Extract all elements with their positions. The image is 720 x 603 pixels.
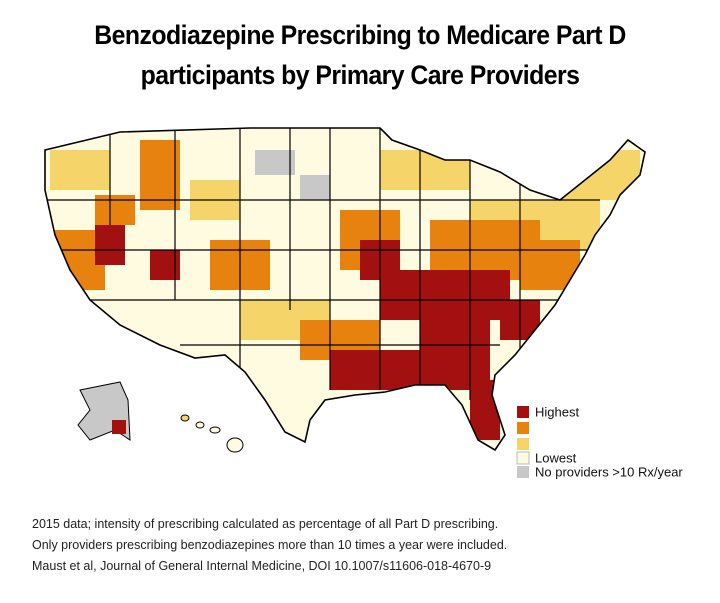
footnote: Only providers prescribing benzodiazepin… xyxy=(32,538,508,552)
map: Highest Lowest No providers >10 Rx/year xyxy=(44,127,683,479)
title-line: Benzodiazepine Prescribing to Medicare P… xyxy=(94,20,626,50)
us-outline xyxy=(44,127,646,452)
legend-swatch xyxy=(517,438,529,450)
legend-swatch xyxy=(517,466,529,478)
state-borders xyxy=(45,128,600,400)
legend: Highest Lowest No providers >10 Rx/year xyxy=(516,404,683,479)
legend-label: Lowest xyxy=(535,450,577,465)
legend-label: Highest xyxy=(535,404,579,419)
no-provider-areas xyxy=(255,150,330,200)
footnote: 2015 data; intensity of prescribing calc… xyxy=(32,517,499,531)
title-line: participants by Primary Care Providers xyxy=(140,60,580,90)
alaska-highest-area xyxy=(112,420,126,434)
hawaii xyxy=(180,414,244,453)
legend-swatch xyxy=(517,422,529,434)
footnote: Maust et al, Journal of General Internal… xyxy=(32,559,492,573)
legend-swatch xyxy=(516,451,530,465)
legend-swatch xyxy=(517,406,529,418)
legend-label: No providers >10 Rx/year xyxy=(535,464,683,479)
